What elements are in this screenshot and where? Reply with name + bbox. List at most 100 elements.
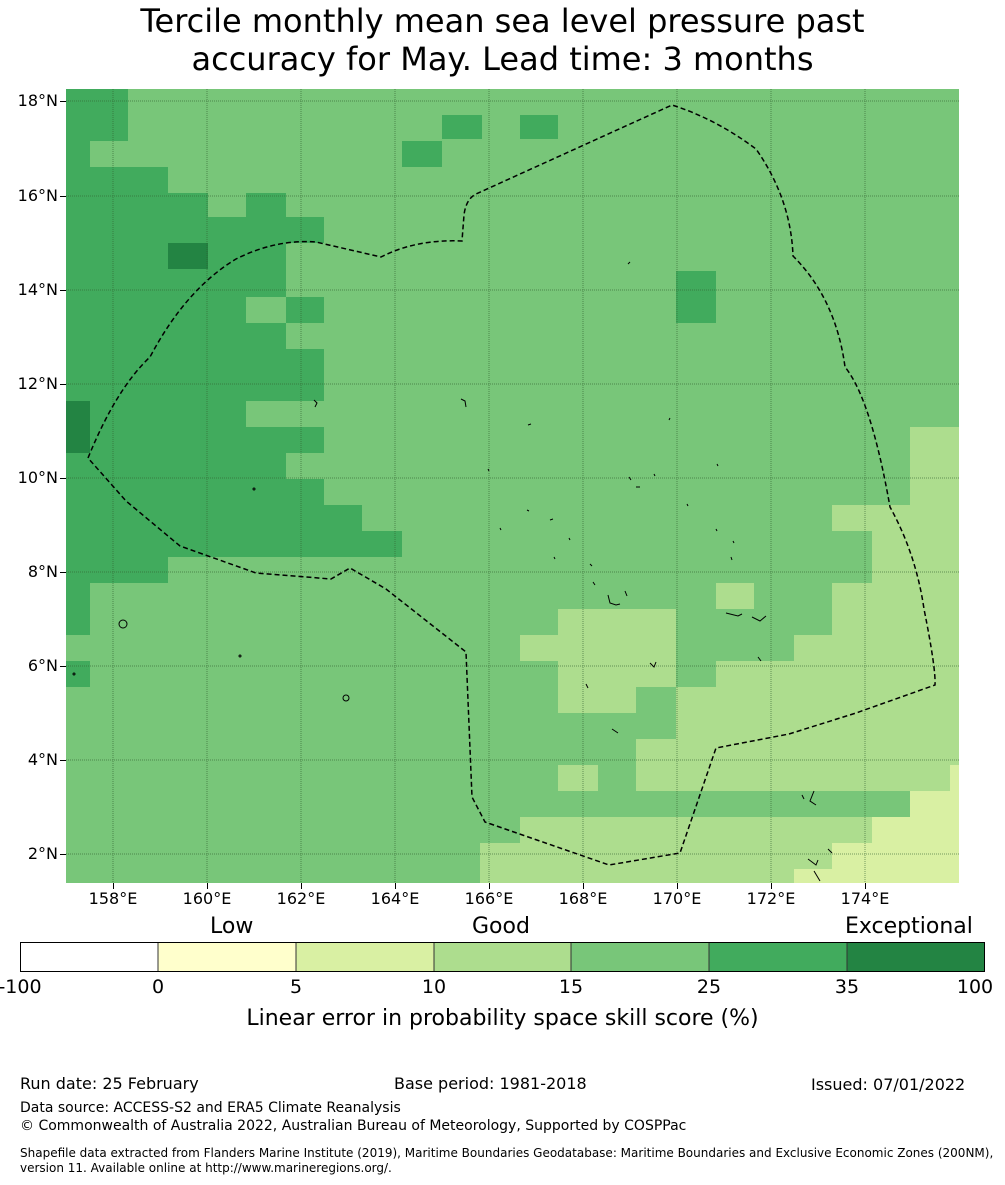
title-line-2: accuracy for May. Lead time: 3 months — [191, 40, 814, 78]
data-source: Data source: ACCESS-S2 and ERA5 Climate … — [20, 1100, 401, 1116]
lat-tick — [60, 196, 66, 197]
base-period: Base period: 1981-2018 — [394, 1074, 587, 1093]
lon-tick — [301, 883, 302, 889]
lat-label: 6°N — [27, 656, 58, 675]
colorbar-segment — [571, 942, 709, 972]
colorbar-tick-label: 35 — [834, 976, 860, 998]
lon-tick — [395, 883, 396, 889]
cell-block — [286, 323, 324, 349]
cell-block — [90, 141, 168, 167]
lon-tick — [865, 883, 866, 889]
lat-label: 8°N — [27, 562, 58, 581]
colorbar-tick-label: -100 — [0, 976, 42, 998]
cell-block — [520, 115, 558, 139]
lon-label: 164°E — [370, 889, 420, 908]
island — [725, 612, 767, 622]
colorbar-label: Linear error in probability space skill … — [246, 1006, 759, 1031]
lat-label: 4°N — [27, 750, 58, 769]
lon-label: 168°E — [558, 889, 608, 908]
cell-block — [558, 661, 676, 687]
island — [585, 656, 762, 734]
lon-label: 172°E — [746, 889, 796, 908]
colorbar-segment — [296, 942, 434, 972]
lat-tick — [60, 760, 66, 761]
colorbar — [20, 942, 985, 972]
cell-block — [66, 297, 246, 323]
cell-block — [872, 531, 959, 583]
cell-block — [66, 217, 324, 243]
colorbar-segment — [709, 942, 847, 972]
island — [499, 509, 571, 560]
skill-score-map — [66, 89, 959, 883]
island — [627, 261, 631, 265]
island — [238, 654, 242, 658]
cell-block — [66, 479, 324, 505]
cell-block — [66, 401, 90, 453]
lon-label: 160°E — [182, 889, 232, 908]
cell-block — [66, 193, 208, 217]
grid-cells — [66, 89, 959, 883]
cell-block — [66, 661, 90, 687]
cell-block — [66, 167, 168, 193]
lon-label: 170°E — [652, 889, 702, 908]
lat-label: 2°N — [27, 844, 58, 863]
cell-block — [286, 453, 324, 479]
run-date: Run date: 25 February — [20, 1074, 199, 1093]
colorbar-tick-label: 100 — [956, 976, 994, 998]
cell-block — [676, 687, 959, 739]
cell-block — [716, 583, 754, 609]
title-line-1: Tercile monthly mean sea level pressure … — [140, 2, 865, 40]
colorbar-segment — [20, 942, 158, 972]
cell-block — [832, 583, 959, 609]
cell-block — [676, 271, 716, 323]
shapefile-credit: Shapefile data extracted from Flanders M… — [20, 1146, 1005, 1176]
cell-block — [246, 297, 286, 323]
colorbar-outline — [20, 942, 985, 972]
cell-block — [872, 817, 959, 843]
colorbar-tick-label: 15 — [558, 976, 584, 998]
copyright: © Commonwealth of Australia 2022, Austra… — [20, 1118, 687, 1134]
cell-block — [66, 453, 286, 479]
eez-boundary — [87, 104, 936, 866]
island — [252, 487, 256, 491]
lat-label: 18°N — [17, 91, 58, 110]
colorbar-tick-label: 5 — [289, 976, 303, 998]
cell-block — [168, 243, 208, 269]
cell-block — [558, 609, 676, 635]
lat-label: 16°N — [17, 186, 58, 205]
island — [527, 423, 532, 426]
lon-tick — [677, 883, 678, 889]
cell-block — [832, 843, 959, 869]
lat-tick — [60, 666, 66, 667]
cell-block — [558, 687, 636, 713]
island — [460, 398, 467, 408]
cell-block — [716, 661, 959, 687]
island — [628, 473, 656, 488]
cell-block — [66, 505, 362, 531]
shapefile-credit-line-1: Shapefile data extracted from Flanders M… — [20, 1146, 994, 1160]
cell-block — [950, 765, 959, 791]
lon-label: 174°E — [840, 889, 890, 908]
colorbar-segment — [847, 942, 985, 972]
island — [487, 468, 490, 472]
cell-block — [442, 115, 482, 139]
cell-block — [66, 89, 128, 141]
colorbar-tick-label: 10 — [421, 976, 447, 998]
cell-block — [794, 635, 959, 661]
lat-tick — [60, 290, 66, 291]
cell-block — [558, 765, 598, 791]
lat-tick — [60, 101, 66, 102]
island — [716, 463, 719, 467]
cell-block — [520, 635, 676, 661]
lon-label: 166°E — [464, 889, 514, 908]
island — [589, 563, 628, 606]
cell-block — [636, 739, 959, 765]
cell-block — [910, 791, 959, 817]
cell-block — [66, 141, 90, 167]
cell-block — [66, 557, 168, 583]
lat-tick — [60, 854, 66, 855]
lon-tick — [113, 883, 114, 889]
island — [342, 694, 350, 702]
lon-tick — [771, 883, 772, 889]
island — [72, 672, 76, 676]
